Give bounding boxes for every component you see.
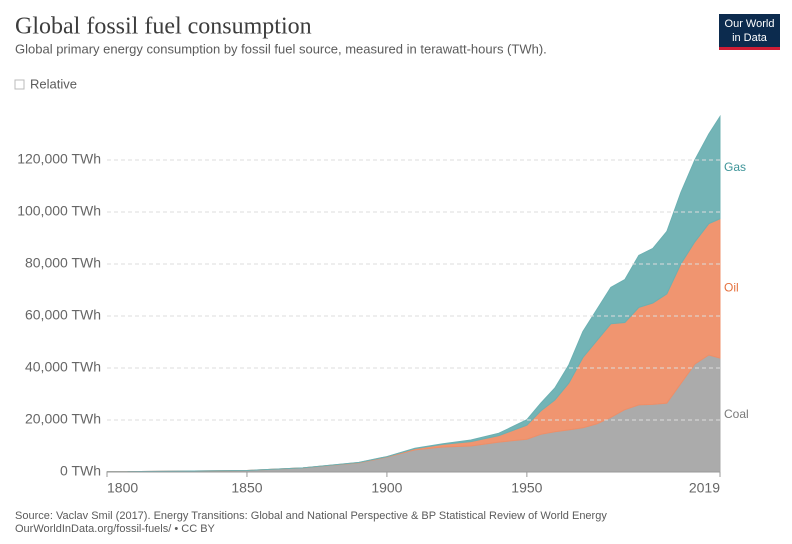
- logo-text[interactable]: in Data: [732, 32, 768, 44]
- y-tick-label: 100,000 TWh: [17, 203, 101, 219]
- series-label: Coal: [724, 407, 749, 421]
- chart-title: Global fossil fuel consumption: [15, 14, 312, 40]
- series-label: Oil: [724, 281, 739, 295]
- x-tick-label: 1900: [371, 480, 402, 496]
- area: [106, 114, 721, 473]
- logo-stripe: [719, 47, 780, 50]
- relative-toggle[interactable]: Relative: [14, 76, 77, 91]
- url[interactable]: OurWorldInData.org/fossil-fuels/ • CC BY: [15, 523, 216, 535]
- x-tick-label: 1850: [231, 480, 262, 496]
- logo-text[interactable]: Our World: [725, 18, 775, 30]
- y-tick-label: 60,000 TWh: [25, 307, 101, 323]
- source: Source: Vaclav Smil (2017). Energy Trans…: [15, 510, 607, 522]
- x-tick-label: 2019: [689, 480, 720, 496]
- chart-subtitle: Global primary energy consumption by fos…: [15, 41, 547, 56]
- y-tick-label: 80,000 TWh: [25, 255, 101, 271]
- areas: [106, 114, 721, 473]
- y-tick-label: 0 TWh: [60, 463, 101, 479]
- checkbox[interactable]: [14, 79, 25, 90]
- logo[interactable]: Our World in Data: [719, 14, 780, 50]
- y-tick-label: 20,000 TWh: [25, 411, 101, 427]
- x-tick-label: 1800: [107, 480, 138, 496]
- toggle-label[interactable]: Relative: [30, 76, 77, 91]
- x-tick-label: 1950: [511, 480, 542, 496]
- logo-box[interactable]: [719, 14, 780, 50]
- y-tick-label: 120,000 TWh: [17, 151, 101, 167]
- series-label: Gas: [724, 160, 746, 174]
- y-tick-label: 40,000 TWh: [25, 359, 101, 375]
